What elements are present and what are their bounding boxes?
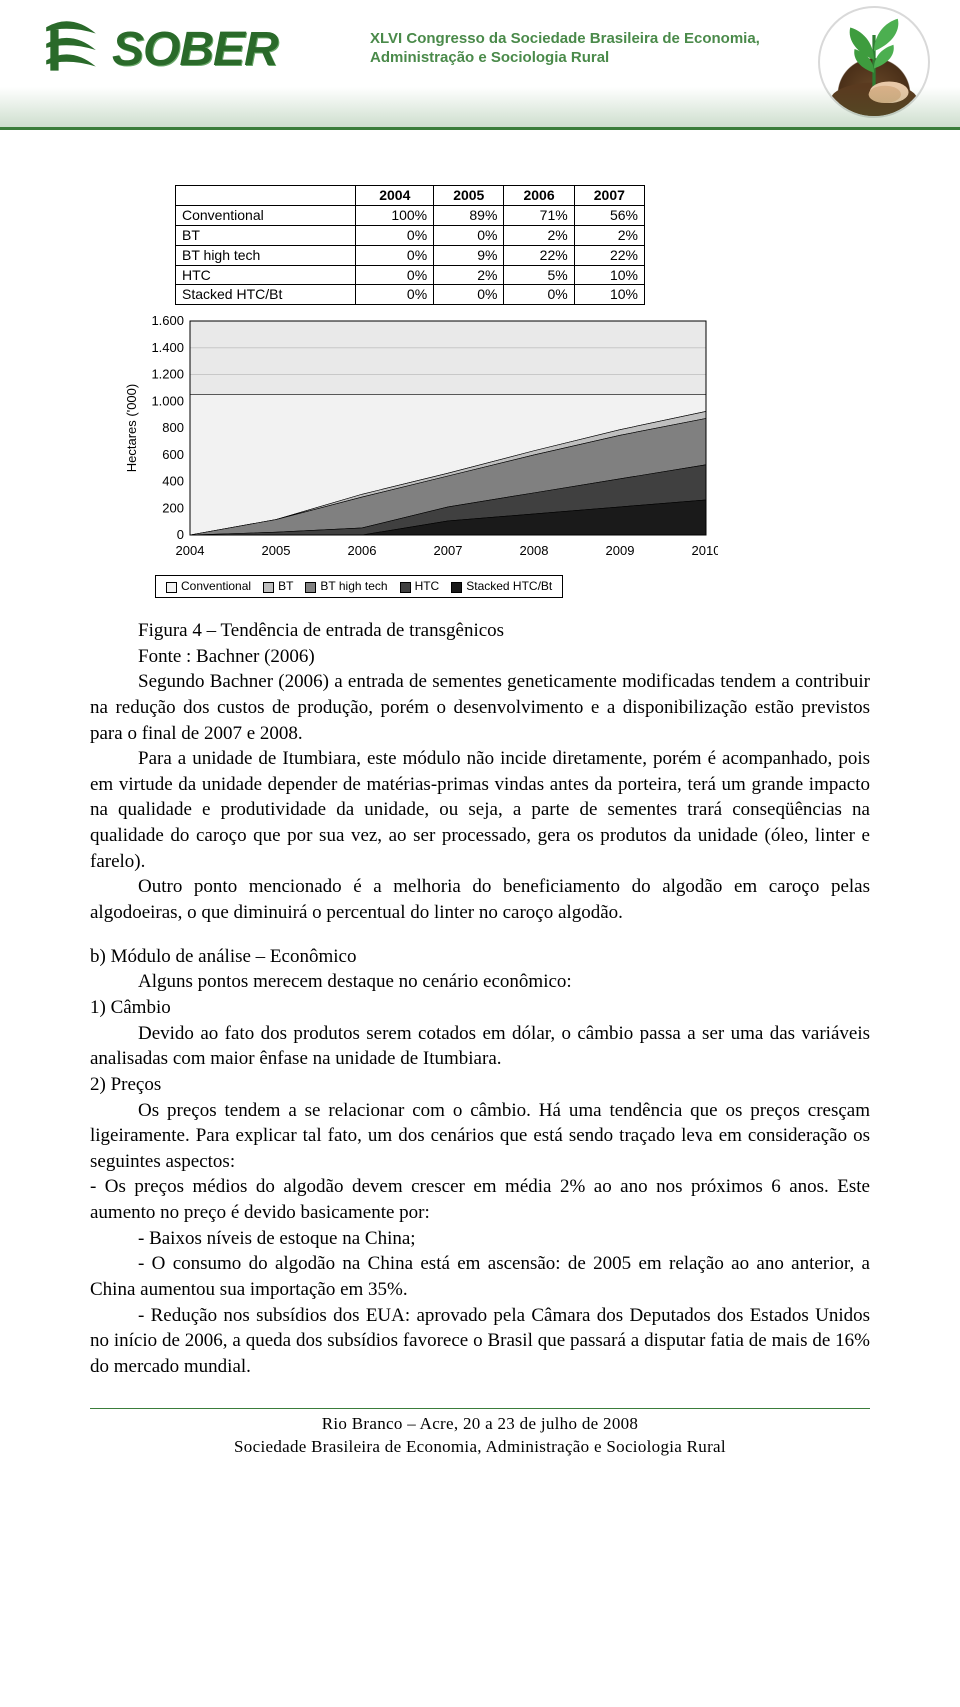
svg-text:2010: 2010 (692, 543, 718, 558)
item-2-text: Os preços tendem a se relacionar com o c… (90, 1098, 870, 1175)
legend-item: Stacked HTC/Bt (451, 578, 552, 594)
table-cell: 0% (504, 285, 574, 305)
table-cell: 0% (356, 245, 434, 265)
svg-text:2009: 2009 (606, 543, 635, 558)
area-chart: 0 200 400 600 800 1.000 1.200 1.400 1.600 2004 200… (118, 313, 718, 563)
svg-text:800: 800 (162, 420, 184, 435)
table-cell: 0% (356, 285, 434, 305)
table-corner-cell (176, 186, 356, 206)
paragraph-1: Segundo Bachner (2006) a entrada de seme… (90, 669, 870, 746)
table-col-header: 2007 (574, 186, 644, 206)
congress-title-line1: XLVI Congresso da Sociedade Brasileira d… (370, 30, 760, 47)
table-row: HTC0%2%5%10% (176, 265, 645, 285)
legend-item: HTC (400, 578, 440, 594)
legend-swatch-icon (263, 582, 274, 593)
table-cell: 0% (434, 225, 504, 245)
svg-text:1.400: 1.400 (151, 340, 184, 355)
table-cell: 0% (356, 225, 434, 245)
table-row-label: Conventional (176, 205, 356, 225)
legend-label: HTC (415, 579, 440, 593)
table-cell: 10% (574, 265, 644, 285)
paragraph-3: Outro ponto mencionado é a melhoria do b… (90, 874, 870, 925)
legend-swatch-icon (400, 582, 411, 593)
svg-text:Hectares ('000): Hectares ('000) (124, 384, 139, 472)
legend-label: BT high tech (320, 579, 387, 593)
footer-line-2: Sociedade Brasileira de Economia, Admini… (0, 1436, 960, 1459)
svg-text:600: 600 (162, 447, 184, 462)
page-footer: Rio Branco – Acre, 20 a 23 de julho de 2… (0, 1409, 960, 1479)
area-chart-svg: 0 200 400 600 800 1.000 1.200 1.400 1.600 2004 200… (118, 313, 718, 563)
table-cell: 0% (356, 265, 434, 285)
legend-item: Conventional (166, 578, 251, 594)
svg-text:200: 200 (162, 501, 184, 516)
legend-swatch-icon (451, 582, 462, 593)
svg-text:2005: 2005 (262, 543, 291, 558)
table-row: BT high tech0%9%22%22% (176, 245, 645, 265)
table-cell: 2% (504, 225, 574, 245)
table-cell: 9% (434, 245, 504, 265)
table-row-label: HTC (176, 265, 356, 285)
svg-text:400: 400 (162, 474, 184, 489)
figure-caption-line2: Fonte : Bachner (2006) (90, 644, 870, 670)
table-cell: 22% (504, 245, 574, 265)
table-cell: 56% (574, 205, 644, 225)
bullet-1: - Os preços médios do algodão devem cres… (90, 1174, 870, 1225)
svg-text:2007: 2007 (434, 543, 463, 558)
legend-label: Stacked HTC/Bt (466, 579, 552, 593)
legend-swatch-icon (166, 582, 177, 593)
chart-legend: Conventional BT BT high tech HTC Stacked HTC… (155, 575, 563, 597)
svg-text:2008: 2008 (520, 543, 549, 558)
table-cell: 0% (434, 285, 504, 305)
figure-caption-line1: Figura 4 – Tendência de entrada de trans… (90, 618, 870, 644)
page-header: SOBER XLVI Congresso da Sociedade Brasil… (0, 0, 960, 130)
svg-text:1.000: 1.000 (151, 394, 184, 409)
item-1-text: Devido ao fato dos produtos serem cotado… (90, 1021, 870, 1072)
svg-text:2006: 2006 (348, 543, 377, 558)
sub-bullet-2: - O consumo do algodão na China está em … (90, 1251, 870, 1302)
sober-logo-mark-icon (40, 19, 102, 81)
item-2-title: 2) Preços (90, 1072, 870, 1098)
table-col-header: 2006 (504, 186, 574, 206)
footer-line-1: Rio Branco – Acre, 20 a 23 de julho de 2… (0, 1413, 960, 1436)
transgenic-share-table: 2004200520062007 Conventional100%89%71%5… (175, 185, 645, 305)
table-cell: 89% (434, 205, 504, 225)
share-table: 2004200520062007 Conventional100%89%71%5… (175, 185, 645, 305)
table-cell: 2% (574, 225, 644, 245)
sub-bullet-1: - Baixos níveis de estoque na China; (90, 1226, 870, 1252)
table-col-header: 2005 (434, 186, 504, 206)
table-row: Conventional100%89%71%56% (176, 205, 645, 225)
sober-logo: SOBER (40, 18, 278, 83)
legend-item: BT (263, 578, 293, 594)
sober-logo-word: SOBER (112, 18, 278, 83)
table-cell: 100% (356, 205, 434, 225)
svg-text:2004: 2004 (176, 543, 205, 558)
table-cell: 5% (504, 265, 574, 285)
congress-title: XLVI Congresso da Sociedade Brasileira d… (370, 30, 760, 68)
legend-swatch-icon (305, 582, 316, 593)
legend-label: Conventional (181, 579, 251, 593)
svg-text:1.600: 1.600 (151, 313, 184, 328)
svg-text:0: 0 (177, 527, 184, 542)
table-col-header: 2004 (356, 186, 434, 206)
table-cell: 2% (434, 265, 504, 285)
congress-title-line2: Administração e Sociologia Rural (370, 49, 609, 66)
section-b-title: b) Módulo de análise – Econômico (90, 944, 870, 970)
item-1-title: 1) Câmbio (90, 995, 870, 1021)
table-row-label: BT high tech (176, 245, 356, 265)
section-b-intro: Alguns pontos merecem destaque no cenári… (90, 969, 870, 995)
table-row-label: Stacked HTC/Bt (176, 285, 356, 305)
paragraph-2: Para a unidade de Itumbiara, este módulo… (90, 746, 870, 874)
legend-label: BT (278, 579, 293, 593)
article-body: Figura 4 – Tendência de entrada de trans… (0, 598, 960, 1380)
legend-item: BT high tech (305, 578, 387, 594)
table-row: Stacked HTC/Bt0%0%0%10% (176, 285, 645, 305)
table-row-label: BT (176, 225, 356, 245)
svg-text:1.200: 1.200 (151, 367, 184, 382)
table-cell: 10% (574, 285, 644, 305)
table-row: BT0%0%2%2% (176, 225, 645, 245)
plant-photo-icon (818, 6, 930, 118)
sub-bullet-3: - Redução nos subsídios dos EUA: aprovad… (90, 1303, 870, 1380)
table-cell: 71% (504, 205, 574, 225)
table-cell: 22% (574, 245, 644, 265)
